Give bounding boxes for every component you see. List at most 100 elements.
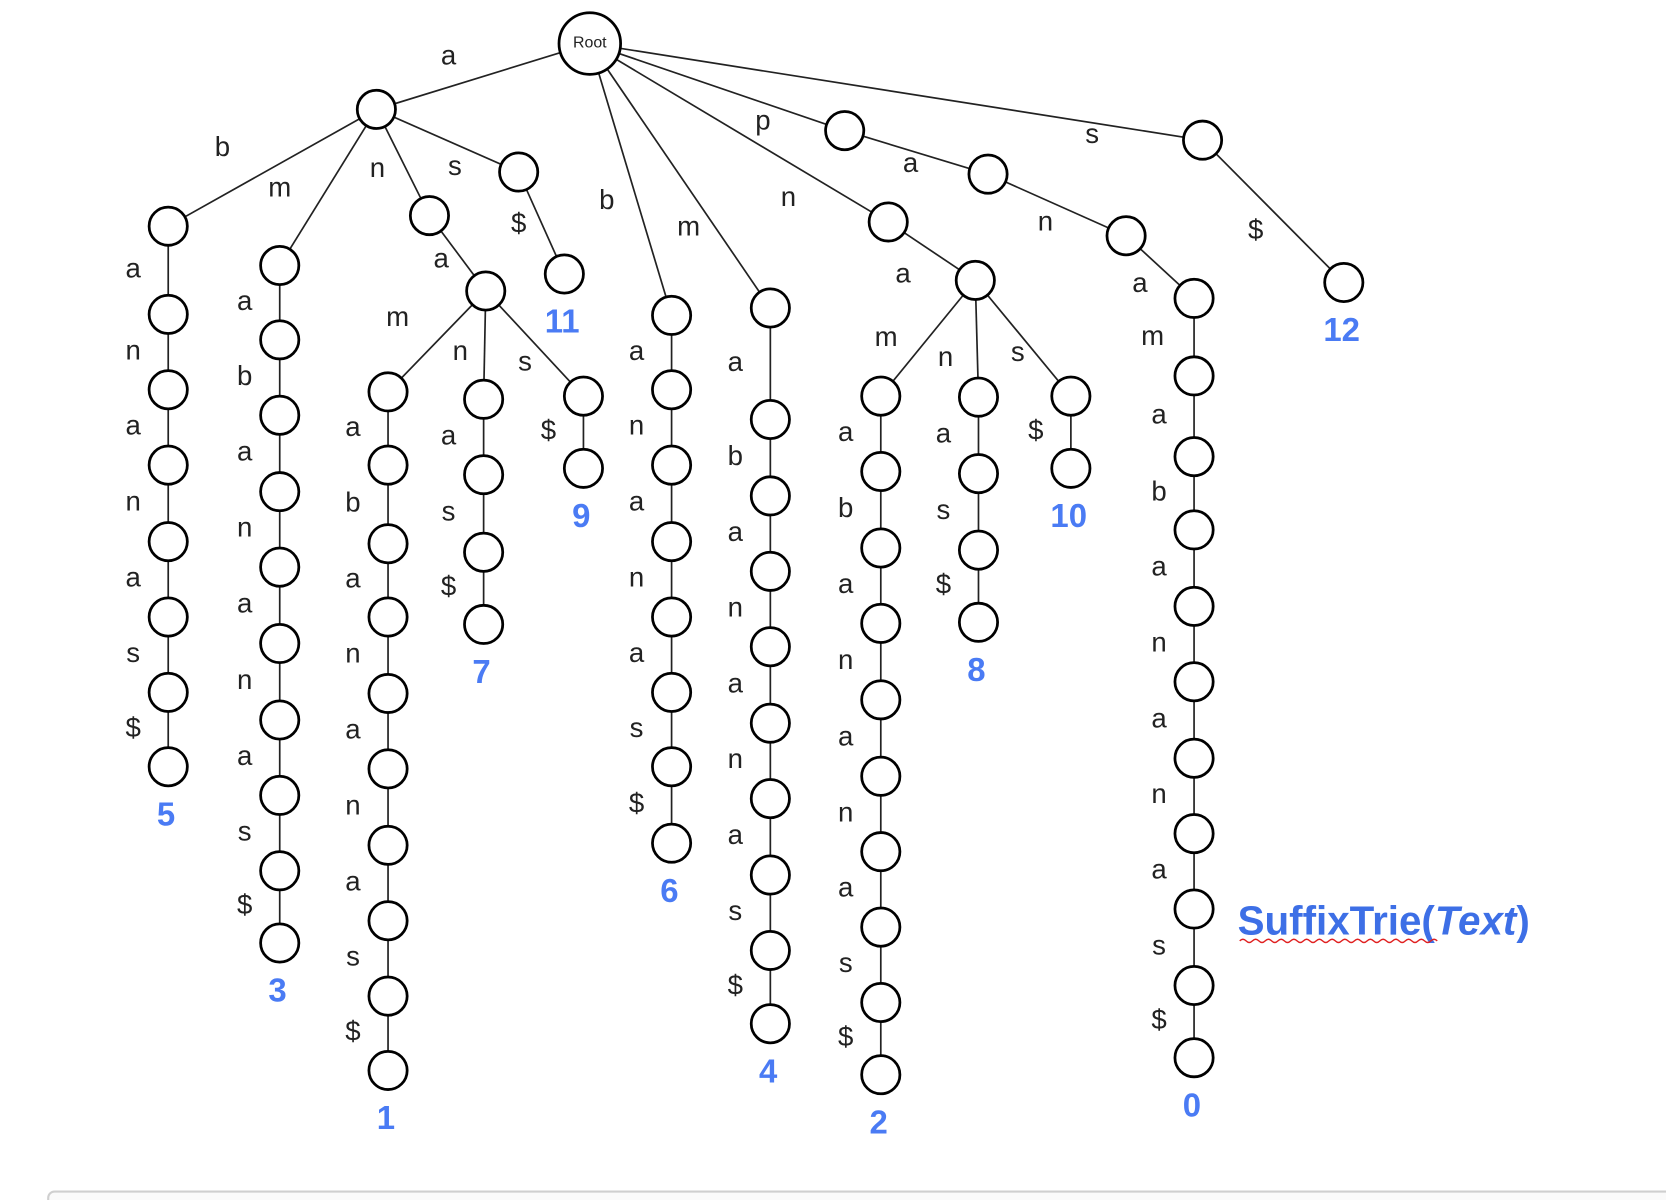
- trie-node: [749, 626, 791, 668]
- trie-node: [259, 471, 301, 513]
- edge-label: a: [433, 242, 449, 273]
- trie-node: [562, 447, 604, 489]
- edge-label: a: [1151, 854, 1167, 885]
- edge-label: a: [838, 568, 854, 599]
- edge-label: a: [1132, 267, 1148, 298]
- trie-node: [465, 270, 507, 312]
- edge-label: n: [728, 591, 743, 622]
- trie-node: [355, 88, 397, 130]
- edge-label: n: [938, 341, 953, 372]
- trie-node: [860, 831, 902, 873]
- trie-node: [749, 287, 791, 329]
- edge-label: a: [629, 335, 645, 366]
- edge-label: b: [599, 184, 614, 215]
- trie-node: [651, 596, 693, 638]
- edge-label: s: [630, 712, 644, 743]
- edge-label: $: [441, 571, 456, 602]
- caption-close: ): [1516, 898, 1529, 944]
- edge-label: a: [125, 410, 141, 441]
- trie-node: [957, 376, 999, 418]
- trie-node: [957, 453, 999, 495]
- trie-node: [259, 546, 301, 588]
- edge-label: m: [1141, 320, 1164, 351]
- trie-node: [1050, 375, 1092, 417]
- trie-node: [1173, 964, 1215, 1006]
- trie-node: [860, 375, 902, 417]
- edge-label: a: [728, 516, 744, 547]
- edge-label: a: [237, 436, 253, 467]
- suffix-index: 10: [1050, 497, 1087, 534]
- edge-label: n: [125, 334, 140, 365]
- trie-node: [824, 110, 866, 152]
- edge-label: a: [345, 563, 361, 594]
- edge-label: n: [1038, 205, 1053, 236]
- trie-node: [367, 596, 409, 638]
- trie-edge: [485, 290, 585, 397]
- trie-node: [1173, 737, 1215, 779]
- edge-label: $: [125, 712, 140, 743]
- trie-node: [367, 371, 409, 413]
- suffix-index: 4: [759, 1052, 778, 1089]
- trie-node: [463, 603, 505, 645]
- trie-node: [749, 1003, 791, 1045]
- suffix-index: 12: [1323, 311, 1360, 348]
- trie-node: [498, 151, 540, 193]
- edge-label: n: [125, 486, 140, 517]
- edge-label: a: [903, 147, 919, 178]
- suffix-index: 0: [1183, 1086, 1201, 1123]
- edge-label: s: [238, 815, 252, 846]
- edge-label: a: [345, 411, 361, 442]
- trie-edge: [589, 42, 889, 223]
- trie-edge: [279, 108, 378, 266]
- edge-label: n: [629, 562, 644, 593]
- trie-node: [259, 850, 301, 892]
- trie-edge: [167, 108, 377, 227]
- trie-node: [651, 521, 693, 563]
- edge-label: a: [345, 713, 361, 744]
- edge-label: a: [1151, 702, 1167, 733]
- trie-node: [651, 369, 693, 411]
- edge-label: a: [441, 419, 457, 450]
- trie-node: [1182, 119, 1224, 161]
- edge-label: n: [781, 181, 796, 212]
- trie-node: [749, 778, 791, 820]
- edge-label: n: [237, 512, 252, 543]
- caption: SuffixTrie(Text): [1238, 898, 1530, 944]
- edge-label: p: [755, 104, 770, 135]
- suffix-index: 1: [377, 1099, 395, 1136]
- edge-label: a: [895, 257, 911, 288]
- trie-node: [651, 671, 693, 713]
- trie-node: [147, 205, 189, 247]
- trie-node: [367, 523, 409, 565]
- edge-label: a: [629, 637, 645, 668]
- suffix-index: 11: [545, 303, 580, 340]
- edge-label: $: [345, 1016, 360, 1047]
- trie-node: [147, 293, 189, 335]
- suffix-index: 7: [472, 653, 490, 690]
- trie-node: [259, 922, 301, 964]
- edge-label: n: [370, 152, 385, 183]
- trie-node: [259, 623, 301, 665]
- edge-label: $: [1248, 214, 1263, 245]
- trie-node: [967, 153, 1009, 195]
- suffix-index: 8: [967, 651, 985, 688]
- trie-node: [367, 444, 409, 486]
- trie-edge: [987, 173, 1127, 237]
- trie-node: [543, 253, 585, 295]
- trie-edge: [844, 129, 989, 175]
- trie-node: [957, 601, 999, 643]
- trie-node: [562, 375, 604, 417]
- edge-label: n: [453, 335, 468, 366]
- trie-node: [147, 521, 189, 563]
- edge-label: n: [838, 796, 853, 827]
- trie-node: [1173, 1037, 1215, 1079]
- edge-label: $: [237, 889, 252, 920]
- edge-label: m: [875, 321, 898, 352]
- edge-label: s: [448, 150, 462, 181]
- edge-label: s: [126, 637, 140, 668]
- edge-label: b: [345, 487, 360, 518]
- edge-label: b: [1151, 476, 1166, 507]
- edge-label: m: [386, 301, 409, 332]
- edge-label: s: [1085, 118, 1099, 149]
- trie-edge: [387, 290, 487, 393]
